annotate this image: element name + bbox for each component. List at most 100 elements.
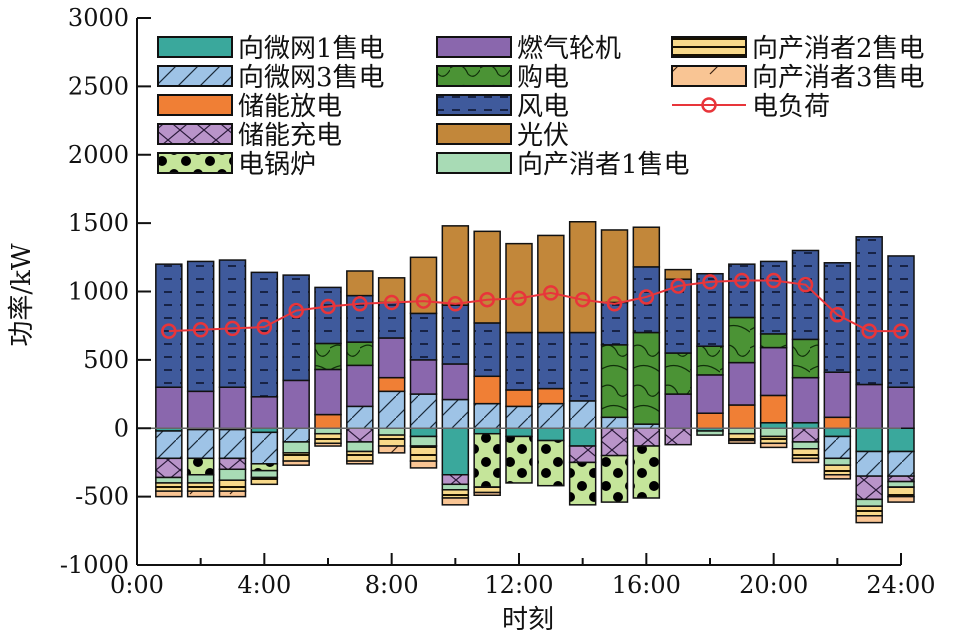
bar-segment [186, 390, 215, 430]
bar-segment [346, 341, 374, 367]
bar-segment [791, 448, 820, 460]
bar-segment [568, 461, 597, 506]
bar-segment [791, 457, 820, 464]
bar-segment [537, 331, 565, 390]
legend-swatch [157, 36, 233, 58]
bar-segment [823, 457, 852, 466]
bar-segment [505, 331, 533, 391]
bars-layer [155, 221, 915, 524]
bar-segment [155, 476, 183, 484]
bar-segment [282, 379, 310, 430]
legend-label: 向微网3售电 [238, 63, 385, 93]
bar-segment [887, 495, 915, 503]
bar-segment [759, 422, 788, 429]
bar-segment [632, 331, 661, 425]
load-point [383, 294, 400, 311]
bar-segment [250, 476, 279, 486]
x-tick-label: 12:00 [484, 571, 553, 599]
bar-segment [887, 475, 915, 483]
bar-segment [823, 262, 852, 373]
bar-segment [696, 430, 724, 436]
bar-segment [218, 457, 247, 471]
legend-label: 燃气轮机 [517, 34, 621, 64]
y-tick-label: -500 [75, 483, 129, 511]
bar-segment [759, 260, 788, 335]
bar-segment [568, 331, 597, 402]
load-point [192, 322, 209, 338]
bar-segment [441, 473, 470, 486]
bar-segment [759, 442, 788, 449]
load-line-layer [161, 272, 909, 339]
bar-segment [409, 427, 438, 438]
bar-segment [728, 432, 756, 442]
bar-segment [505, 389, 533, 408]
bar-segment [218, 468, 247, 481]
bar-segment [282, 274, 310, 382]
load-point [543, 285, 559, 301]
bar-segment [473, 375, 501, 405]
bar-segment [218, 490, 247, 498]
bar-segment [155, 457, 183, 479]
legend-swatch [436, 65, 512, 87]
bar-segment [314, 286, 342, 345]
bar-segment [568, 221, 597, 334]
bar-segment [218, 428, 247, 460]
bar-segment [632, 445, 661, 499]
bar-segment [346, 450, 374, 462]
load-point [670, 278, 686, 294]
legend-label: 电锅炉 [238, 150, 316, 180]
bar-segment [314, 342, 342, 371]
bar-segment [887, 450, 915, 477]
bar-segment [441, 304, 470, 365]
bar-segment [664, 278, 692, 354]
bar-segment [855, 236, 883, 386]
bar-segment [155, 490, 183, 498]
bar-segment [250, 463, 279, 472]
y-tick-label: 1000 [68, 278, 129, 306]
bar-segment [664, 393, 692, 429]
bar-segment [314, 432, 342, 445]
x-tick-label: 24:00 [866, 571, 935, 599]
bar-segment [473, 402, 501, 430]
bar-segment [473, 230, 501, 324]
bar-segment [473, 491, 501, 497]
bar-segment [409, 445, 438, 462]
bar-segment [441, 398, 470, 430]
bar-segment [250, 271, 279, 398]
bar-segment [823, 473, 852, 480]
legend-swatch [157, 94, 233, 116]
bar-segment [632, 427, 661, 447]
load-point [734, 272, 750, 289]
bar-segment [473, 486, 501, 494]
bar-segment [441, 363, 470, 401]
bar-segment [505, 427, 533, 438]
bar-segment [537, 387, 565, 405]
bar-segment [441, 497, 470, 506]
x-tick-label: 20:00 [739, 571, 808, 599]
load-point [352, 296, 368, 312]
legend-swatch [436, 152, 512, 174]
bar-segment [887, 255, 915, 388]
axes-layer: -1000 -500 0 500 1000 1500 2000 2500 3000 0:00 4:0… [60, 4, 936, 599]
bar-segment [759, 333, 788, 349]
bar-segment [346, 405, 374, 429]
bar-segment [186, 428, 215, 460]
load-point [447, 296, 464, 312]
legend-swatch [671, 36, 747, 58]
bar-segment [282, 441, 310, 454]
bar-segment [346, 441, 374, 453]
bar-segment [314, 368, 342, 416]
bar-segment [537, 439, 565, 487]
load-point [797, 276, 814, 293]
bar-segment [377, 376, 406, 393]
y-axis-title: 功率/kW [7, 243, 37, 347]
bar-segment [759, 394, 788, 424]
bar-segment [218, 479, 247, 492]
bar-segment [759, 346, 788, 397]
bar-segment [791, 441, 820, 450]
x-tick-label: 16:00 [612, 571, 681, 599]
bar-segment [696, 412, 724, 429]
bar-segment [537, 234, 565, 334]
bar-segment [377, 427, 406, 436]
